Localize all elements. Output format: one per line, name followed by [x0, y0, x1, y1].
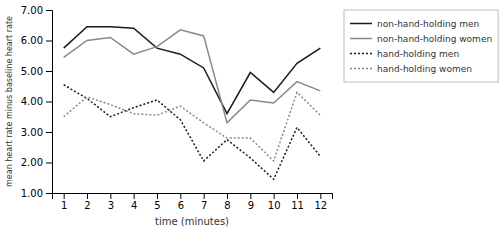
legend-label: non-hand-holding men — [377, 19, 479, 29]
x-tick-mark — [204, 193, 205, 199]
x-tick: 7 — [201, 193, 207, 211]
x-tick: 11 — [291, 193, 304, 211]
x-axis: 123456789101112 — [53, 193, 333, 211]
x-tick-mark — [134, 193, 135, 199]
x-tick-mark — [227, 193, 228, 199]
x-tick-mark — [297, 193, 298, 199]
x-tick-mark — [64, 193, 65, 199]
x-tick-mark — [320, 193, 321, 199]
x-tick: 6 — [178, 193, 184, 211]
x-tick: 12 — [314, 193, 327, 211]
x-tick: 3 — [108, 193, 114, 211]
x-tick-label: 9 — [248, 200, 254, 211]
x-tick-label: 8 — [224, 200, 230, 211]
series-line — [64, 92, 321, 161]
x-axis-title: time (minutes) — [155, 216, 229, 227]
y-tick-mark — [46, 41, 52, 42]
y-tick-mark — [46, 102, 52, 103]
x-axis-line — [53, 194, 333, 200]
legend-swatch — [350, 53, 372, 55]
y-tick-mark — [46, 132, 52, 133]
x-tick: 5 — [154, 193, 160, 211]
x-tick: 2 — [84, 193, 90, 211]
series-line — [64, 27, 321, 114]
y-tick: 4.00 — [21, 96, 52, 107]
x-tick-label: 4 — [131, 200, 137, 211]
lines — [64, 27, 321, 180]
x-tick-label: 5 — [154, 200, 160, 211]
x-tick-mark — [274, 193, 275, 199]
y-tick-label: 6.00 — [21, 35, 43, 46]
x-tick-mark — [110, 193, 111, 199]
y-tick-label: 7.00 — [21, 5, 43, 16]
legend-label: non-hand-holding women — [377, 34, 492, 44]
x-tick-label: 1 — [61, 200, 67, 211]
x-tick-label: 10 — [268, 200, 281, 211]
plot: 1234567891011121.002.003.004.005.006.007… — [5, 5, 333, 227]
y-tick-label: 2.00 — [21, 157, 43, 168]
x-tick: 1 — [61, 193, 67, 211]
legend-frame — [344, 10, 498, 82]
legend-swatch — [350, 23, 372, 25]
series-line — [64, 30, 321, 123]
x-tick-mark — [180, 193, 181, 199]
x-tick: 9 — [248, 193, 254, 211]
y-tick-label: 5.00 — [21, 66, 43, 77]
legend: non-hand-holding men non-hand-holding wom… — [344, 10, 498, 82]
legend-label: hand-holding women — [377, 64, 472, 74]
x-tick-label: 7 — [201, 200, 207, 211]
y-tick: 6.00 — [21, 35, 52, 46]
y-axis: 1.00 2.00 3.00 4.00 5.00 6.00 7.00 — [21, 5, 53, 199]
y-tick-mark — [46, 193, 52, 194]
x-tick-label: 3 — [108, 200, 114, 211]
y-tick-label: 3.00 — [21, 127, 43, 138]
y-tick: 2.00 — [21, 157, 52, 168]
y-axis-line — [46, 11, 53, 194]
y-tick: 1.00 — [21, 188, 52, 199]
x-tick-label: 11 — [291, 200, 304, 211]
x-tick-label: 2 — [84, 200, 90, 211]
legend-swatch — [350, 68, 372, 70]
chart: 1234567891011121.002.003.004.005.006.007… — [0, 0, 500, 231]
series-line — [64, 85, 321, 180]
x-tick-label: 12 — [314, 200, 327, 211]
y-tick-mark — [46, 71, 52, 72]
y-tick-mark — [46, 163, 52, 164]
x-tick: 10 — [268, 193, 281, 211]
x-tick-mark — [157, 193, 158, 199]
y-axis-title: mean heart rate minus baseline heart rat… — [5, 16, 14, 187]
x-tick-label: 6 — [178, 200, 184, 211]
y-tick: 3.00 — [21, 127, 52, 138]
x-tick-mark — [87, 193, 88, 199]
y-tick: 5.00 — [21, 66, 52, 77]
y-tick-mark — [46, 10, 52, 11]
x-tick: 4 — [131, 193, 137, 211]
y-tick-label: 4.00 — [21, 96, 43, 107]
y-tick-label: 1.00 — [21, 188, 43, 199]
legend-label: hand-holding men — [377, 49, 459, 59]
y-tick: 7.00 — [21, 5, 52, 16]
legend-swatch — [350, 38, 372, 40]
x-tick: 8 — [224, 193, 230, 211]
x-tick-mark — [250, 193, 251, 199]
